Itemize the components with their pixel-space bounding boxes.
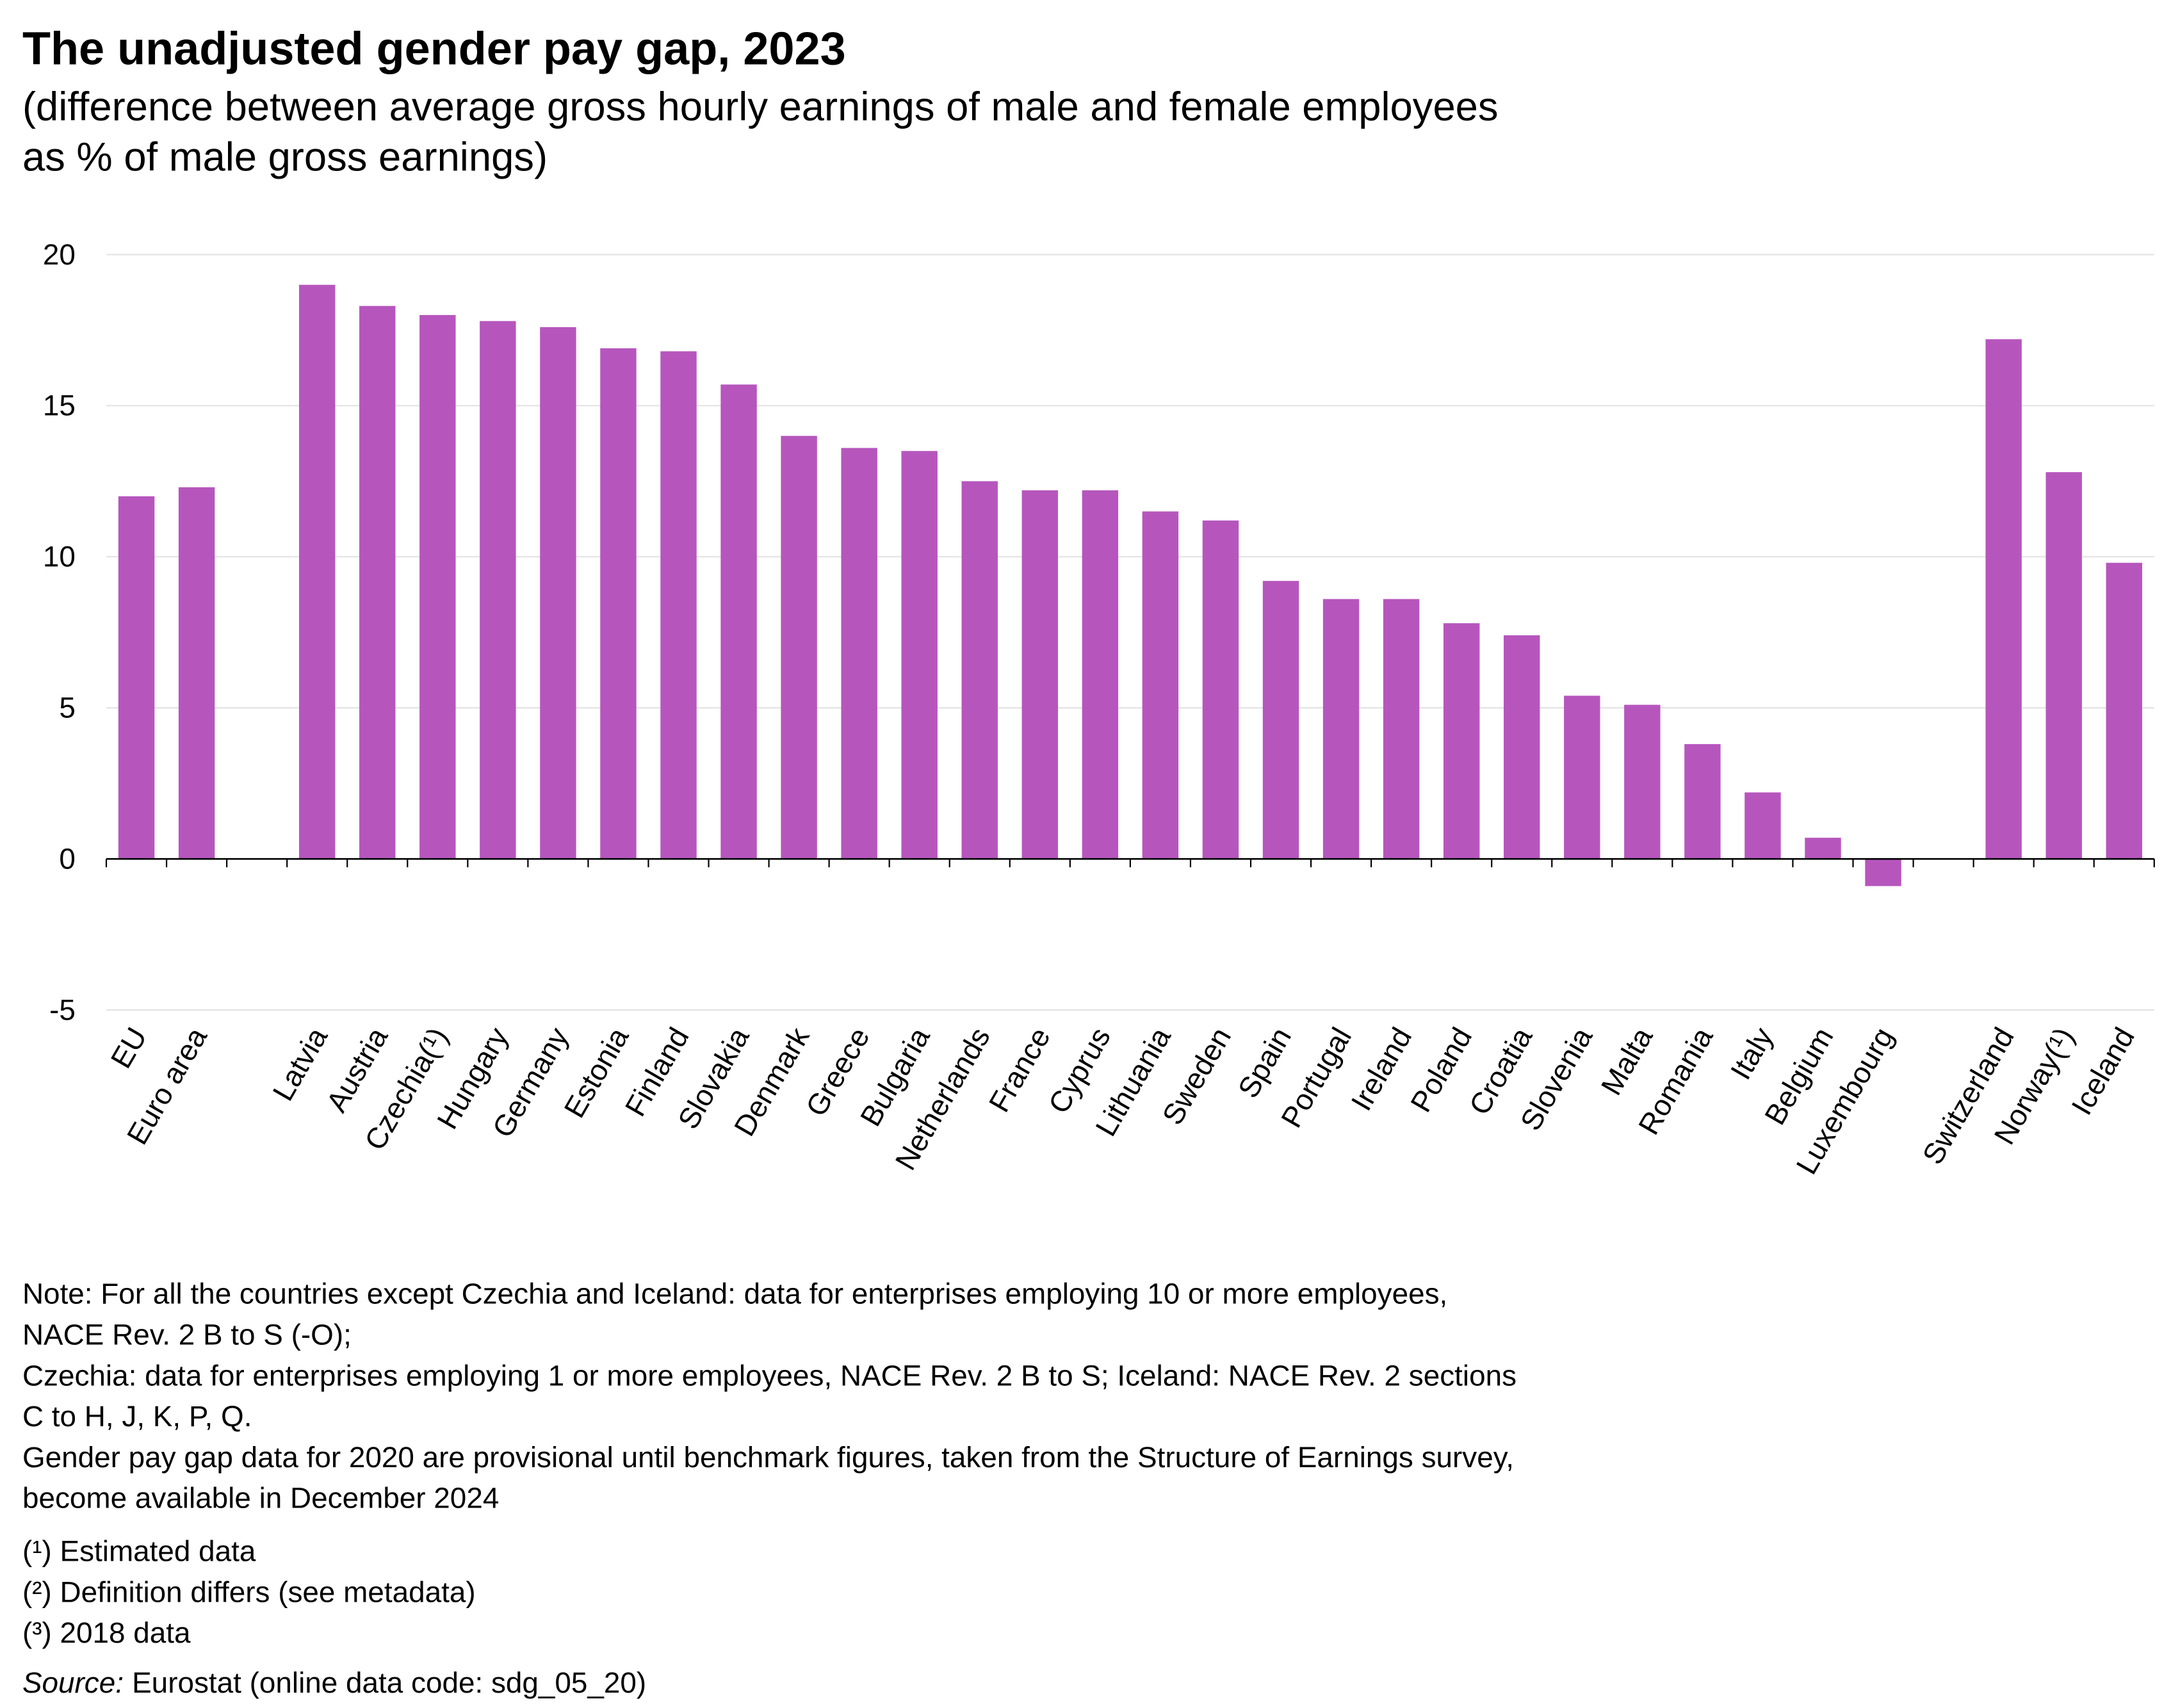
bar [1624, 704, 1661, 859]
footnote: (³) 2018 data [22, 1616, 191, 1649]
bar [419, 314, 456, 859]
bar [1082, 490, 1119, 859]
bar [178, 487, 215, 859]
x-tick-label: Switzerland [1915, 1021, 2021, 1169]
bar [1142, 511, 1179, 859]
bar [720, 384, 757, 859]
y-tick-label: 20 [43, 238, 76, 271]
bar [1443, 623, 1480, 859]
bar [1865, 859, 1901, 886]
bar [901, 451, 938, 859]
source-label: Source: [22, 1666, 124, 1699]
bar [1564, 695, 1600, 859]
source-text: Eurostat (online data code: sdg_05_20) [132, 1666, 646, 1699]
bar [961, 481, 998, 859]
y-tick-label: -5 [49, 993, 76, 1026]
footnote: (²) Definition differs (see metadata) [22, 1575, 476, 1608]
note: become available in December 2024 [22, 1481, 499, 1515]
bar [1021, 490, 1059, 859]
footnote: (¹) Estimated data [22, 1534, 256, 1568]
bar [2045, 472, 2082, 859]
y-tick-label: 10 [43, 540, 76, 573]
bar [540, 327, 576, 859]
y-tick-label: 0 [59, 842, 76, 875]
y-tick-label: 5 [59, 691, 76, 724]
bar [1202, 520, 1239, 859]
note: Czechia: data for enterprises employing … [22, 1358, 1516, 1392]
bar [781, 435, 817, 859]
x-tick-label: EU [104, 1021, 153, 1073]
bar [660, 351, 697, 859]
note: Note: For all the countries except Czech… [22, 1277, 1447, 1310]
bar [1504, 635, 1540, 859]
bar [1805, 838, 1841, 859]
note: NACE Rev. 2 B to S (-O); [22, 1318, 352, 1351]
bar [1684, 744, 1721, 859]
note: C to H, J, K, P, Q. [22, 1399, 252, 1433]
bar [118, 496, 155, 859]
bar [1322, 599, 1360, 859]
x-tick-label: Spain [1231, 1021, 1297, 1103]
chart-subtitle: as % of male gross earnings) [22, 134, 548, 179]
chart-title: The unadjusted gender pay gap, 2023 [22, 23, 846, 74]
bar [298, 284, 336, 859]
bar [1744, 792, 1781, 859]
note: Gender pay gap data for 2020 are provisi… [22, 1440, 1514, 1474]
source: Source: Eurostat (online data code: sdg_0… [22, 1666, 646, 1699]
bar [1262, 581, 1299, 859]
bar [2106, 562, 2142, 859]
x-tick-label: Malta [1594, 1021, 1659, 1101]
bar [600, 348, 637, 859]
x-tick-label: Italy [1723, 1021, 1779, 1085]
y-tick-label: 15 [43, 389, 76, 422]
bar [841, 448, 877, 859]
bar [480, 321, 516, 859]
bar [1985, 339, 2022, 859]
chart-subtitle: (difference between average gross hourly… [22, 85, 1499, 129]
bar [359, 305, 396, 859]
bar [1383, 599, 1420, 859]
